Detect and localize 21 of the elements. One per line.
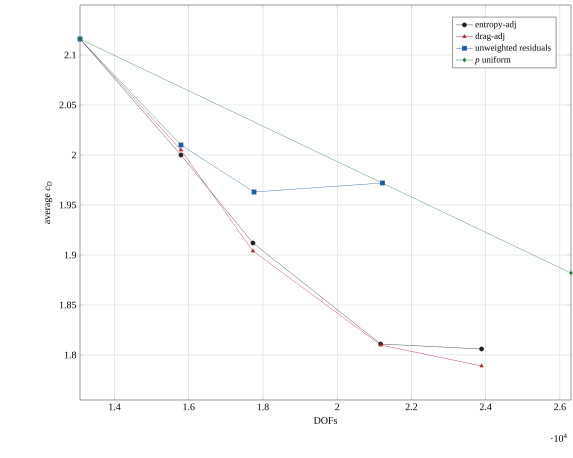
y-tick-label: 1.8 — [64, 352, 76, 358]
y-tick-label: 2.1 — [64, 52, 76, 58]
legend-label: drag-adj — [475, 32, 504, 41]
x-tick-label: 2.2 — [406, 404, 418, 410]
x-tick-label: 1.8 — [258, 404, 269, 410]
x-tick-label: 1.4 — [109, 404, 121, 410]
y-axis-title: average c$_{D}$ — [44, 182, 52, 224]
legend-label: entropy-adj — [475, 21, 516, 30]
y-tick-label: 2.05 — [59, 102, 76, 108]
legend-label: unweighted residuals — [475, 44, 551, 53]
x-axis-title: DOFs — [314, 417, 338, 424]
y-tick-label: 2 — [72, 152, 76, 158]
x-tick-label: 1.6 — [183, 404, 195, 410]
x-tick-label: 2.4 — [480, 404, 492, 410]
legend-label: p uniform — [474, 56, 511, 64]
text: ·10$^{4}$ — [551, 434, 567, 442]
y-tick-label: 1.9 — [64, 252, 76, 258]
x-tick-label: 2 — [335, 404, 340, 410]
x-tick-label: 2.6 — [554, 404, 566, 410]
y-tick-label: 1.95 — [60, 202, 76, 208]
y-tick-label: 1.85 — [60, 302, 76, 308]
